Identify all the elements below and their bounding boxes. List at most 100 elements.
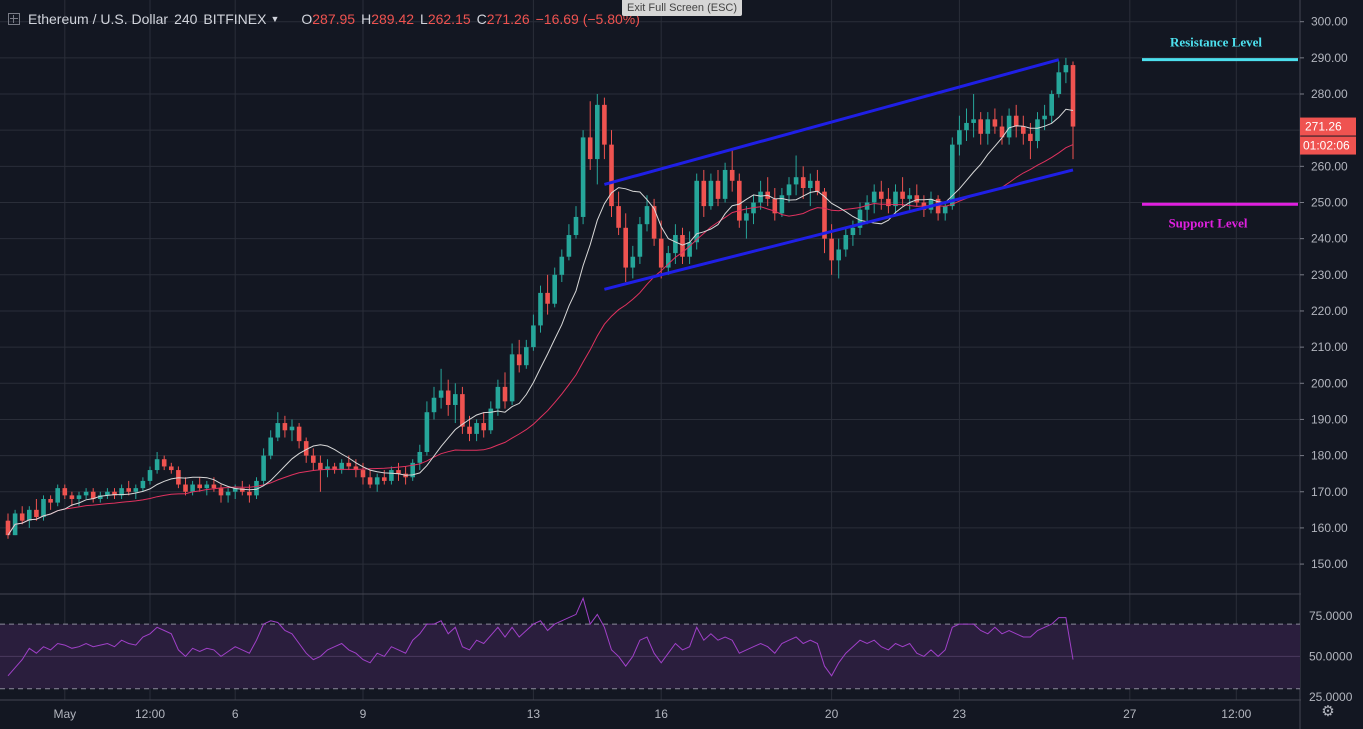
time-tick-label: 13	[527, 707, 541, 721]
candle-up	[524, 347, 529, 366]
channel-lower-line	[604, 168, 1074, 291]
candle-up	[254, 480, 259, 496]
price-tick-label: 300.00	[1311, 15, 1348, 29]
candle-up	[836, 249, 841, 261]
candle-down	[382, 477, 387, 481]
candle-down	[19, 513, 25, 521]
candle-up	[985, 119, 991, 134]
rsi-tick-label: 50.0000	[1309, 649, 1353, 663]
candle-up	[893, 191, 898, 207]
candle-up	[389, 470, 394, 481]
candle-down	[587, 137, 593, 160]
candle-up	[942, 206, 948, 214]
candle-down	[680, 235, 685, 257]
candle-up	[339, 462, 344, 471]
price-tick-label: 180.00	[1311, 449, 1348, 463]
candle-down	[90, 491, 96, 499]
candle-up	[55, 488, 60, 503]
candle-down	[651, 206, 657, 239]
candle-up	[474, 423, 479, 434]
interval-label[interactable]: 240	[174, 11, 198, 27]
candle-down	[999, 126, 1005, 138]
time-tick-label: 20	[825, 707, 839, 721]
candle-down	[1070, 65, 1076, 127]
last-price-label: 271.26	[1305, 120, 1342, 134]
countdown-box	[1300, 136, 1356, 155]
candle-up	[644, 206, 650, 225]
candle-down	[303, 441, 309, 456]
candle-up	[850, 227, 856, 236]
price-tick-label: 290.00	[1311, 51, 1348, 65]
candle-up	[843, 235, 849, 250]
candle-up	[580, 137, 586, 217]
close-value: 271.26	[486, 11, 530, 27]
symbol-name[interactable]: Ethereum / U.S. Dollar	[28, 11, 169, 27]
gear-icon[interactable]: ⚙	[1321, 703, 1335, 720]
time-tick-label: 12:00	[1221, 707, 1251, 721]
high-label: H	[361, 11, 372, 27]
candle-up	[758, 191, 763, 203]
change-value: −16.69 (−5.80%)	[535, 11, 640, 27]
candle-down	[318, 462, 323, 471]
rsi-tick-label: 25.0000	[1309, 690, 1353, 704]
price-tick-label: 250.00	[1311, 195, 1348, 209]
candle-up	[410, 462, 415, 478]
candle-down	[296, 426, 302, 442]
candle-up	[488, 408, 494, 431]
candle-down	[311, 455, 316, 463]
candle-up	[907, 195, 912, 199]
candle-up	[289, 426, 295, 431]
candle-up	[786, 184, 792, 196]
candle-down	[900, 191, 905, 199]
candle-down	[161, 459, 167, 467]
candle-up	[971, 119, 976, 123]
candle-up	[495, 386, 501, 409]
candle-down	[879, 191, 884, 199]
candle-up	[673, 235, 678, 254]
candle-down	[1021, 126, 1026, 134]
candle-up	[261, 455, 266, 481]
candle-down	[1028, 133, 1033, 142]
price-tick-label: 220.00	[1311, 304, 1348, 318]
price-tick-label: 210.00	[1311, 340, 1348, 354]
candle-up	[694, 180, 699, 243]
candle-up	[1063, 65, 1069, 73]
candle-down	[112, 491, 117, 496]
candle-up	[438, 390, 444, 398]
time-tick-label: May	[53, 707, 76, 721]
rsi-tick-label: 75.0000	[1309, 609, 1353, 623]
candle-up	[232, 488, 238, 492]
close-label: C	[476, 11, 487, 27]
candle-down	[886, 198, 891, 207]
candle-down	[701, 180, 707, 207]
candle-up	[41, 498, 46, 518]
candle-up	[268, 437, 273, 456]
candle-down	[978, 119, 983, 134]
candle-up	[417, 451, 423, 463]
moving-average-fast-line	[7, 108, 1074, 536]
candle-up	[325, 466, 330, 471]
collapse-icon[interactable]	[8, 13, 20, 25]
time-tick-label: 9	[360, 707, 367, 721]
candle-down	[197, 484, 202, 489]
time-tick-label: 16	[655, 707, 669, 721]
time-tick-label: 12:00	[135, 707, 165, 721]
candle-up	[630, 256, 636, 268]
candle-up	[957, 130, 962, 145]
candle-up	[190, 484, 195, 492]
candle-up	[275, 423, 281, 438]
candle-down	[332, 466, 337, 471]
candle-up	[595, 104, 600, 160]
candle-down	[247, 491, 252, 496]
candle-up	[573, 216, 579, 236]
candle-up	[808, 180, 813, 189]
candle-up	[431, 397, 437, 413]
candle-up	[133, 488, 139, 492]
candle-up	[928, 198, 934, 210]
exit-fullscreen-tooltip: Exit Full Screen (ESC)	[622, 0, 743, 16]
chevron-down-icon[interactable]: ▼	[270, 14, 280, 24]
candle-down	[992, 119, 998, 127]
candle-down	[800, 177, 806, 189]
candle-down	[240, 488, 245, 492]
